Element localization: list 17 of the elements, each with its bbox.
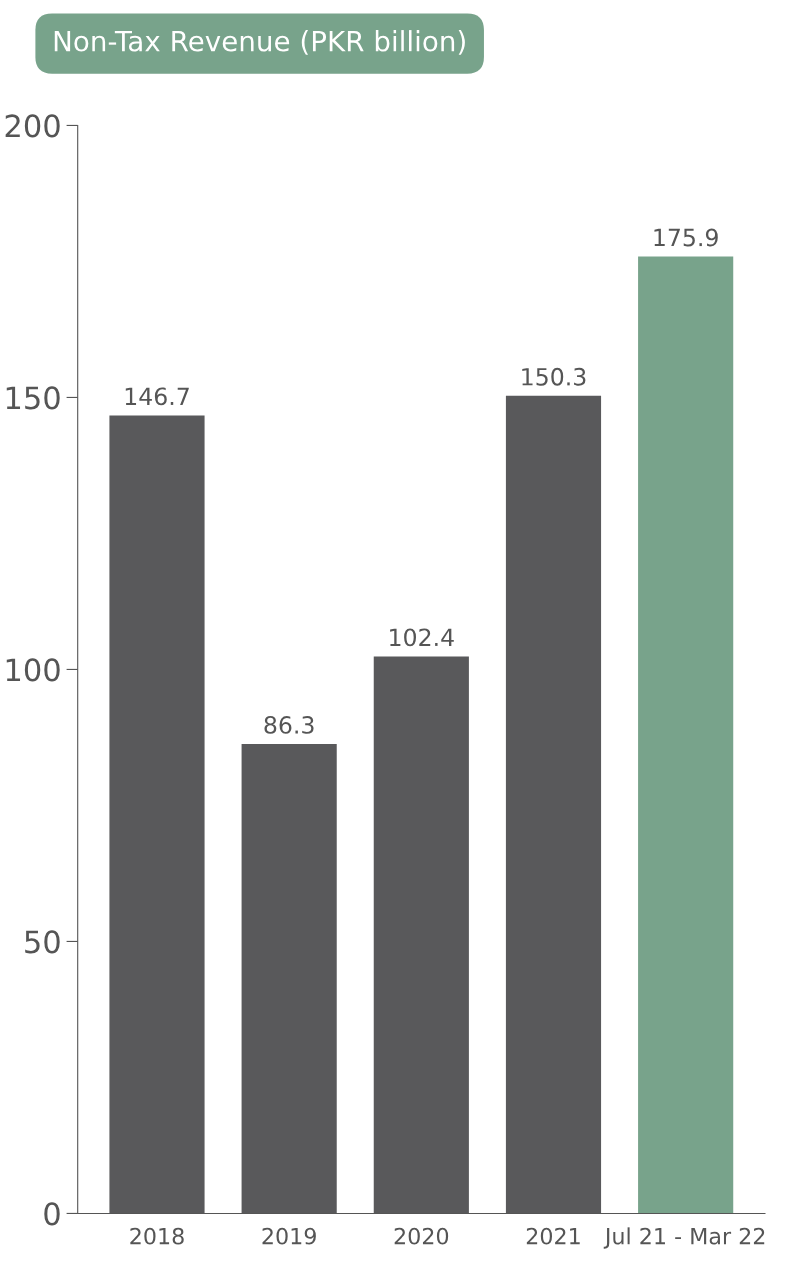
x-tick-label: Jul 21 - Mar 22 (603, 1227, 765, 1249)
x-tick-label: 2019 (262, 1227, 316, 1245)
data-label: 150.3 (522, 367, 586, 386)
y-tick-label: 200 (5, 114, 60, 138)
y-tick-label: 0 (44, 1202, 60, 1226)
x-tick-label: 2020 (394, 1227, 449, 1245)
data-label: 102.4 (390, 628, 454, 647)
x-tick-label: 2018 (130, 1227, 184, 1245)
bar (638, 256, 734, 1214)
data-label: 175.9 (654, 228, 718, 247)
y-tick-label: 150 (6, 386, 60, 410)
chart-title: Non-Tax Revenue (PKR billion) (54, 30, 465, 55)
y-tick-label: 100 (6, 658, 60, 682)
data-label: 146.7 (125, 387, 189, 406)
data-label: 86.3 (264, 715, 314, 734)
y-tick-label: 50 (25, 930, 60, 954)
x-tick-label: 2021 (526, 1227, 580, 1245)
